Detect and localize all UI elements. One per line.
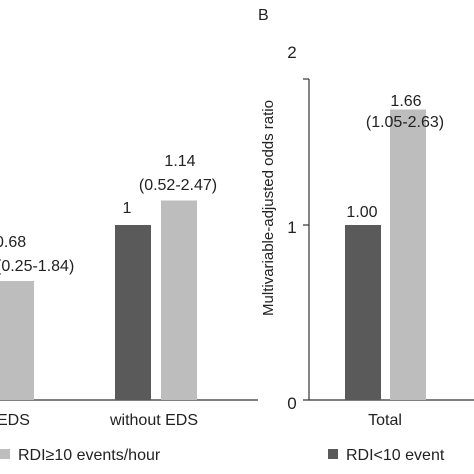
legend-label-rdi-low: RDI<10 event (346, 447, 445, 464)
legend-label-rdi-high: RDI≥10 events/hour (18, 447, 161, 464)
data-label-without-eds-rdi-high: 1.14 (164, 153, 195, 170)
data-label-total-rdi-high: 1.66 (390, 93, 421, 110)
data-label-without-eds-rdi-low: 1 (123, 200, 132, 217)
panel-b-tick-label-0: 0 (287, 394, 296, 413)
bar-eds-rdi-high (0, 281, 34, 400)
legend-swatch-rdi-low (328, 449, 338, 459)
legend-swatch-rdi-high (0, 449, 10, 459)
data-label-eds-rdi-high: 0.68 (0, 234, 26, 251)
category-label-total: Total (368, 412, 402, 429)
panel-b-tick-label-1: 1 (287, 218, 296, 237)
ci-label-total-rdi-high: (1.05-2.63) (366, 114, 444, 131)
category-label-without-eds: without EDS (109, 412, 198, 429)
bar-total-rdi-low (345, 225, 381, 400)
bar-total-rdi-high (390, 109, 426, 400)
panel-b-y-axis-label: Multivariable-adjusted odds ratio (260, 100, 277, 316)
bar-without-eds-rdi-high (161, 200, 197, 400)
panel-b-tick-label-2: 2 (287, 43, 296, 62)
ci-label-without-eds-rdi-high: (0.52-2.47) (139, 177, 217, 194)
data-label-total-rdi-low: 1.00 (346, 204, 377, 221)
category-label-eds: EDS (0, 412, 30, 429)
bar-without-eds-rdi-low (115, 225, 151, 400)
panel-b-letter: B (258, 7, 269, 24)
ci-label-eds-rdi-high: (0.25-1.84) (0, 258, 74, 275)
